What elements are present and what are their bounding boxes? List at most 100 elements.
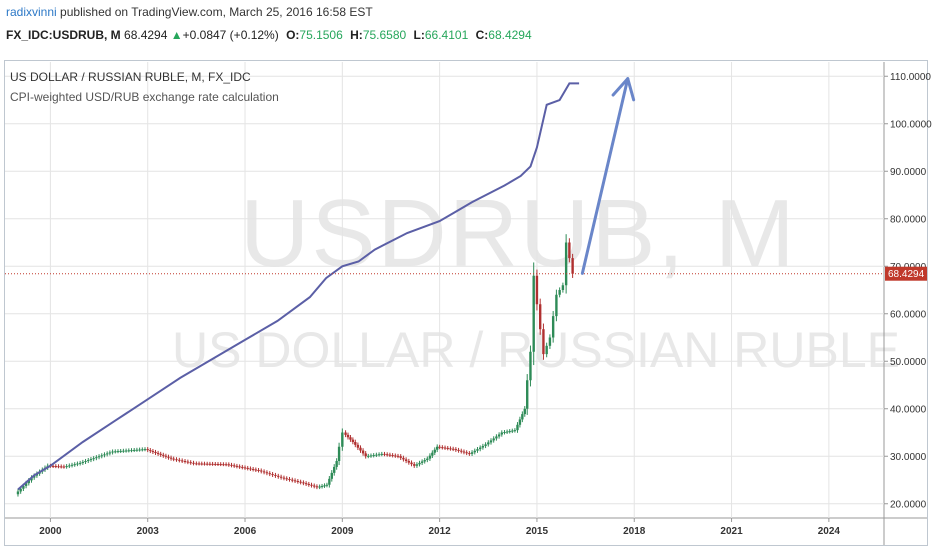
candle-body (51, 465, 55, 467)
candle-body (97, 456, 101, 458)
candle-body (495, 436, 498, 439)
author-link[interactable]: radixvinni (6, 5, 57, 19)
chart-frame[interactable] (4, 60, 928, 546)
candle-body (328, 478, 331, 485)
candle-body (313, 485, 316, 487)
candle-body (354, 442, 357, 445)
candle-body (146, 449, 149, 451)
candle-body (89, 459, 93, 461)
x-tick-label: 2015 (526, 526, 549, 537)
x-tick-label: 2000 (39, 526, 62, 537)
candle-body (54, 466, 58, 468)
candle-body (141, 449, 144, 451)
candle-body (130, 450, 133, 452)
candle-body (318, 486, 321, 488)
last-price-label: 68.4294 (888, 269, 925, 280)
candle-body (235, 465, 239, 467)
candle-body (265, 472, 269, 474)
chart-title: US DOLLAR / RUSSIAN RUBLE, M, FX_IDC (10, 70, 251, 84)
candle-body (564, 242, 568, 286)
candle-body (65, 466, 68, 468)
candle-body (164, 455, 168, 457)
candle-body (383, 453, 386, 455)
candle-body (262, 471, 266, 473)
candle-body (337, 446, 341, 461)
candle-body (175, 459, 178, 461)
candle-body (476, 449, 479, 451)
candle-body (407, 461, 411, 463)
candle-body (508, 431, 511, 433)
candle-body (186, 461, 190, 463)
candle-body (307, 483, 311, 485)
candle-body (169, 457, 173, 459)
candle-body (516, 424, 519, 431)
candle-body (103, 454, 106, 456)
candle-body (22, 485, 25, 489)
candle-body (143, 449, 147, 451)
candle-body (251, 468, 255, 470)
candle-body (436, 446, 439, 450)
candle-body (293, 480, 297, 482)
publication-line: radixvinni published on TradingView.com,… (6, 5, 373, 19)
candle-body (302, 482, 305, 484)
candle-body (159, 453, 162, 455)
candle-body (84, 461, 87, 462)
candle-body (333, 466, 336, 473)
candle-series (16, 234, 574, 497)
candle-body (124, 450, 128, 452)
candle-body (57, 466, 60, 468)
candle-body (62, 466, 66, 468)
candle-body (423, 460, 426, 462)
candle-body (523, 408, 526, 415)
x-tick-label: 2012 (429, 526, 452, 537)
symbol-label: FX_IDC:USDRUB, M (6, 28, 121, 42)
candle-body (359, 447, 362, 451)
candle-body (470, 452, 474, 454)
candle-body (105, 453, 109, 455)
candle-body (208, 463, 212, 465)
candle-body (119, 450, 122, 452)
x-tick-label: 2003 (137, 526, 160, 537)
candle-body (492, 438, 495, 441)
candle-body (380, 453, 383, 455)
candle-body (330, 472, 333, 479)
candle-body (404, 459, 408, 461)
candle-body (438, 446, 441, 448)
x-tick-label: 2006 (234, 526, 257, 537)
change-value: +0.0847 (+0.12%) (182, 28, 279, 42)
candle-body (388, 454, 392, 456)
candle-body (320, 485, 324, 487)
candle-body (76, 463, 79, 465)
candle-body (315, 486, 319, 488)
candle-body (296, 481, 300, 483)
candle-body (335, 461, 338, 467)
candle-body (260, 470, 263, 472)
candle-body (418, 462, 421, 465)
candle-body (178, 459, 181, 461)
candle-body (571, 258, 574, 274)
candle-body (377, 454, 381, 456)
y-tick-label: 30.0000 (890, 452, 927, 463)
candle-body (413, 464, 416, 466)
candle-body (92, 458, 95, 460)
candle-body (402, 457, 405, 460)
candle-body (478, 447, 482, 450)
candle-body (241, 466, 244, 468)
candle-body (274, 474, 277, 476)
candle-body (548, 337, 552, 346)
candle-body (394, 455, 397, 457)
candle-body (282, 477, 286, 479)
candle-body (299, 481, 302, 483)
candle-body (431, 452, 434, 456)
candle-body (521, 414, 524, 420)
candle-body (568, 242, 571, 259)
candle-body (95, 457, 98, 459)
candle-body (172, 458, 175, 460)
candle-body (285, 478, 288, 480)
candle-body (460, 450, 463, 452)
candle-body (70, 464, 74, 466)
y-tick-label: 80.0000 (890, 214, 927, 225)
candle-body (167, 456, 170, 458)
candle-body (391, 455, 394, 457)
